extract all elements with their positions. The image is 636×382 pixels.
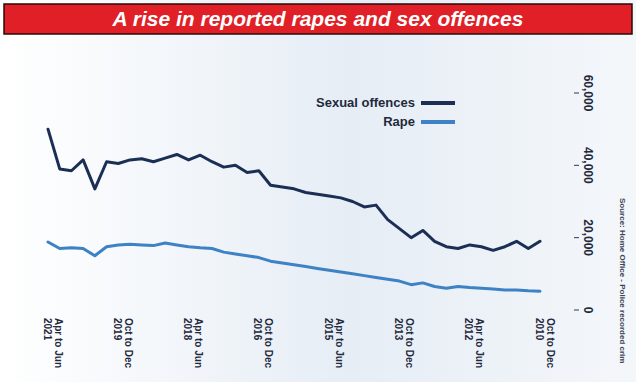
- x-tick-label: Apr to Jun2018: [182, 318, 204, 368]
- x-tick-label: Apr to Jun2012: [463, 318, 485, 368]
- background: [0, 0, 636, 382]
- y-tick: [574, 165, 579, 166]
- y-tick-label: 20,000: [581, 219, 595, 256]
- x-tick-label-part: Oct to Dec: [545, 318, 556, 368]
- plot-area: [48, 129, 540, 291]
- x-tick-label-part: Oct to Dec: [123, 318, 134, 368]
- series-line: [48, 242, 540, 291]
- x-tick-label: Oct to Dec2016: [252, 318, 274, 368]
- chart: A rise in reported rapes and sex offence…: [0, 0, 636, 382]
- x-tick-label-part: 2013: [393, 318, 404, 341]
- x-tick-label-part: Apr to Jun: [474, 318, 485, 368]
- x-tick-label: Apr to Jun2021: [42, 318, 64, 368]
- x-tick-label-part: Apr to Jun: [53, 318, 64, 368]
- x-tick-label-part: 2021: [42, 318, 53, 341]
- x-tick-label-part: Apr to Jun: [193, 318, 204, 368]
- series-line: [48, 129, 540, 250]
- y-axis: 0 20,000 40,000 60,000: [574, 75, 595, 314]
- y-tick: [574, 93, 579, 94]
- x-tick-label-part: Oct to Dec: [404, 318, 415, 368]
- y-tick-label: 60,000: [581, 75, 595, 112]
- x-tick-label: Apr to Jun2015: [323, 318, 345, 368]
- legend-swatch: [421, 101, 455, 105]
- y-tick: [574, 237, 579, 238]
- y-tick: [574, 310, 579, 311]
- x-tick-label-part: 2018: [182, 318, 193, 341]
- x-tick-label-part: Oct to Dec: [263, 318, 274, 368]
- x-tick-label: Oct to Dec2013: [393, 318, 415, 368]
- x-tick-label-part: 2019: [112, 318, 123, 341]
- x-tick-label-part: 2015: [323, 318, 334, 341]
- title-banner: [4, 4, 632, 34]
- source: Source: Home Office - Police recorded cr…: [618, 198, 627, 363]
- x-tick-label-part: 2016: [252, 318, 263, 341]
- legend-swatch: [421, 120, 455, 124]
- y-tick-label: 40,000: [581, 147, 595, 184]
- x-tick-label-part: Apr to Jun: [334, 318, 345, 368]
- x-axis: Apr to Jun2021Oct to Dec2019Apr to Jun20…: [42, 318, 556, 368]
- title: A rise in reported rapes and sex offence…: [112, 7, 524, 30]
- legend-label: Rape: [383, 114, 415, 129]
- y-tick-label: 0: [581, 307, 595, 314]
- x-tick-label-part: 2010: [534, 318, 545, 341]
- legend: Sexual offences Rape: [316, 95, 455, 129]
- x-tick-label: Oct to Dec2019: [112, 318, 134, 368]
- legend-label: Sexual offences: [316, 95, 415, 110]
- x-tick-label-part: 2012: [463, 318, 474, 341]
- x-tick-label: Oct to Dec2010: [534, 318, 556, 368]
